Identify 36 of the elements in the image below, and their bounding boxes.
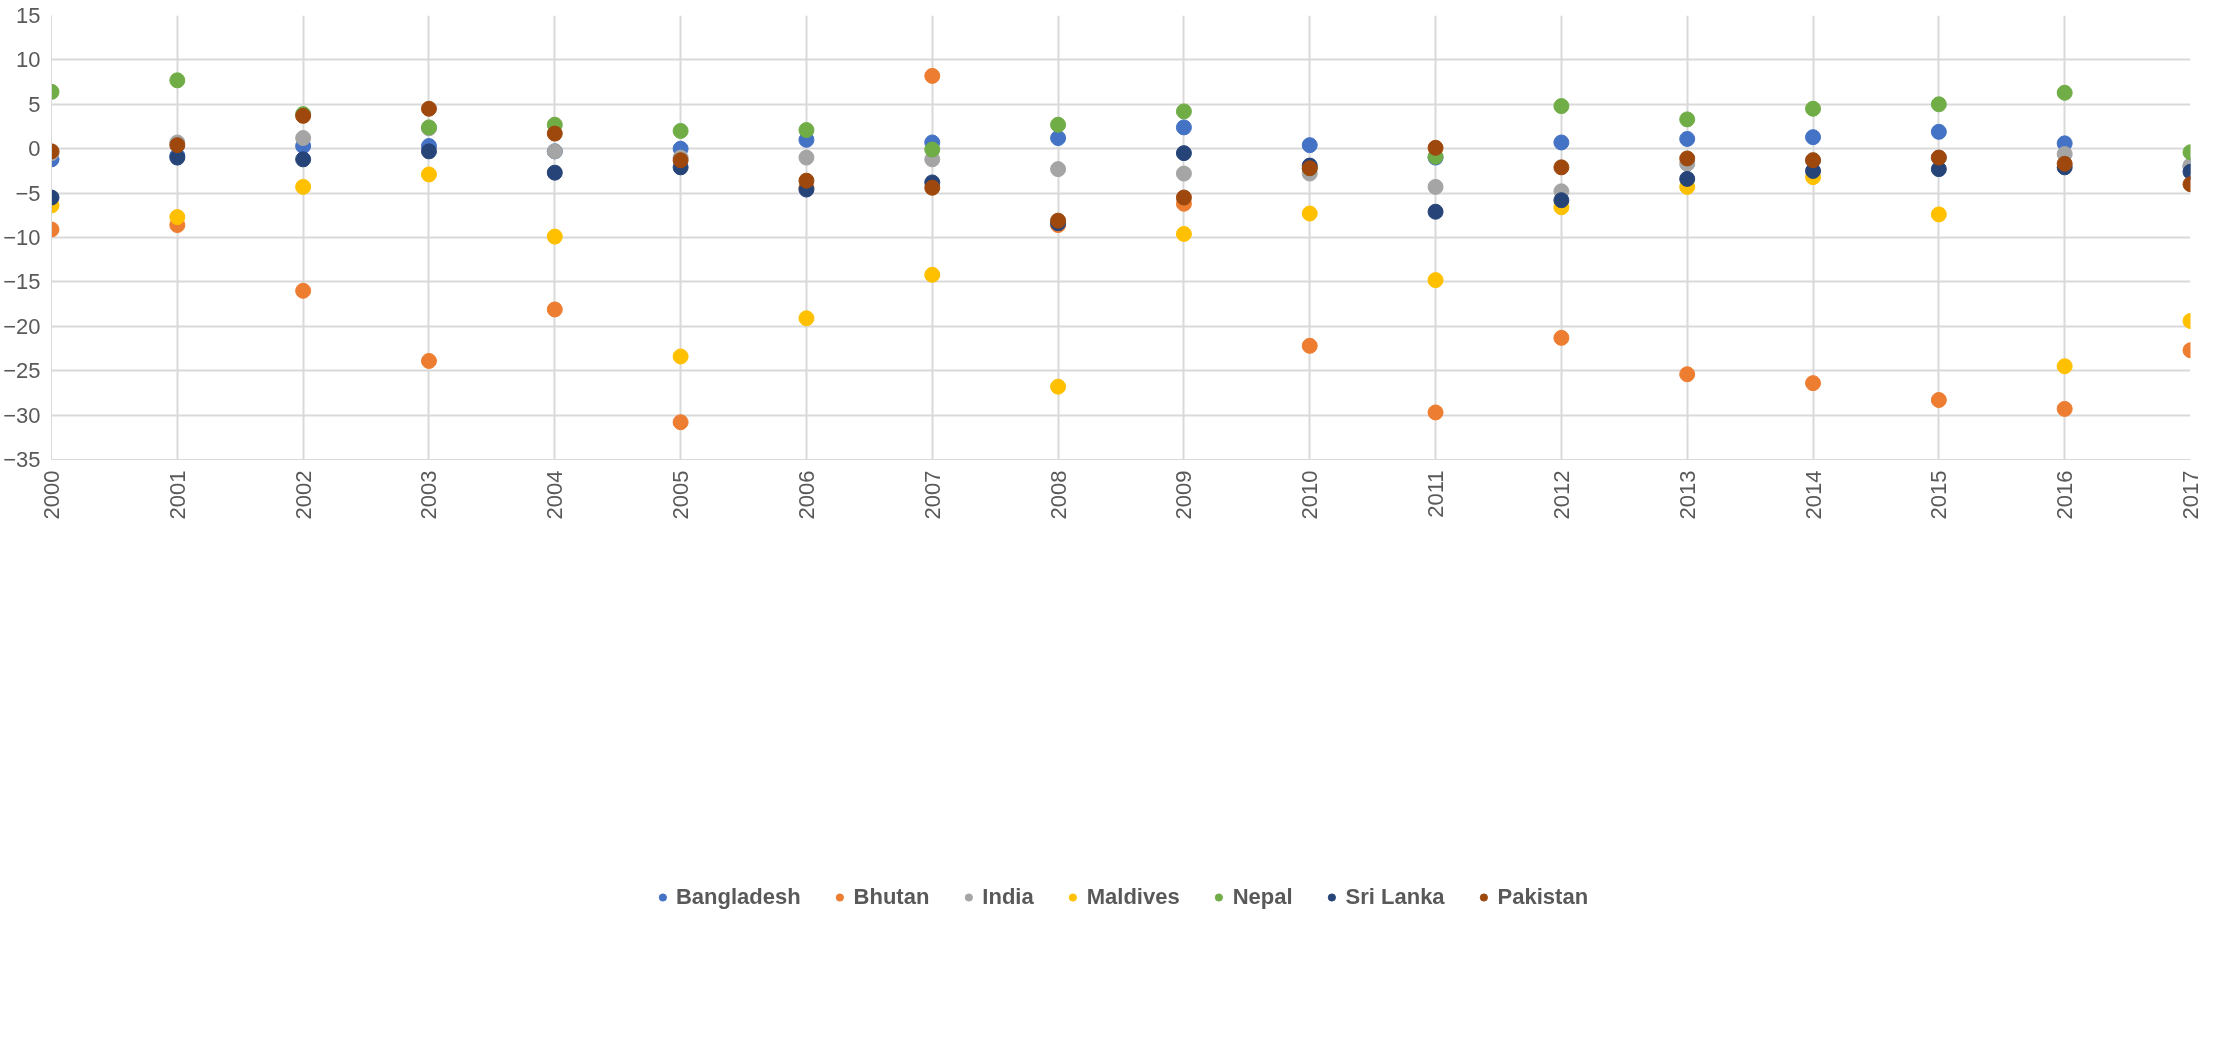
x-tick-label: 2007 (919, 470, 945, 520)
x-tick-label: 2006 (793, 470, 819, 520)
y-tick-label: −10 (3, 225, 41, 250)
x-tick-label: 2011 (1423, 470, 1449, 518)
x-tick-label: 2000 (39, 470, 64, 520)
y-tick-label: 15 (16, 3, 41, 28)
x-tick-label: 2003 (416, 470, 442, 520)
y-tick-label: −5 (15, 180, 41, 206)
x-tick-label: 2014 (1800, 470, 1826, 520)
x-tick-label: 2001 (164, 470, 190, 520)
legend-label: Nepal (1232, 883, 1293, 910)
x-tick-label: 2009 (1171, 470, 1197, 520)
y-tick-label: 5 (28, 91, 41, 117)
x-tick-label: 2012 (1548, 470, 1574, 520)
legend-label: Bangladesh (675, 883, 801, 910)
y-tick-label: 0 (28, 136, 41, 162)
legend-label: Bhutan (853, 883, 930, 910)
x-tick-label: 2015 (1926, 470, 1952, 520)
x-tick-label: 2010 (1297, 470, 1323, 520)
x-tick-label: 2005 (668, 470, 694, 520)
legend-label: Sri Lanka (1345, 883, 1445, 910)
y-tick-label: −20 (3, 313, 41, 339)
x-tick-label: 2016 (2052, 470, 2078, 520)
y-tick-label: −25 (3, 358, 41, 384)
legend-label: India (982, 883, 1034, 910)
y-tick-label: −30 (3, 402, 41, 428)
y-tick-label: 10 (16, 47, 41, 73)
legend-label: Maldives (1086, 883, 1180, 910)
legend-label: Pakistan (1497, 883, 1589, 910)
x-tick-label: 2002 (290, 470, 316, 520)
x-tick-label: 2008 (1045, 470, 1071, 520)
x-tick-label: 2013 (1674, 470, 1700, 520)
y-tick-label: −35 (3, 447, 41, 472)
x-tick-label: 2004 (542, 470, 568, 520)
x-tick-label: 2017 (2178, 470, 2203, 520)
y-tick-label: −15 (3, 269, 41, 295)
